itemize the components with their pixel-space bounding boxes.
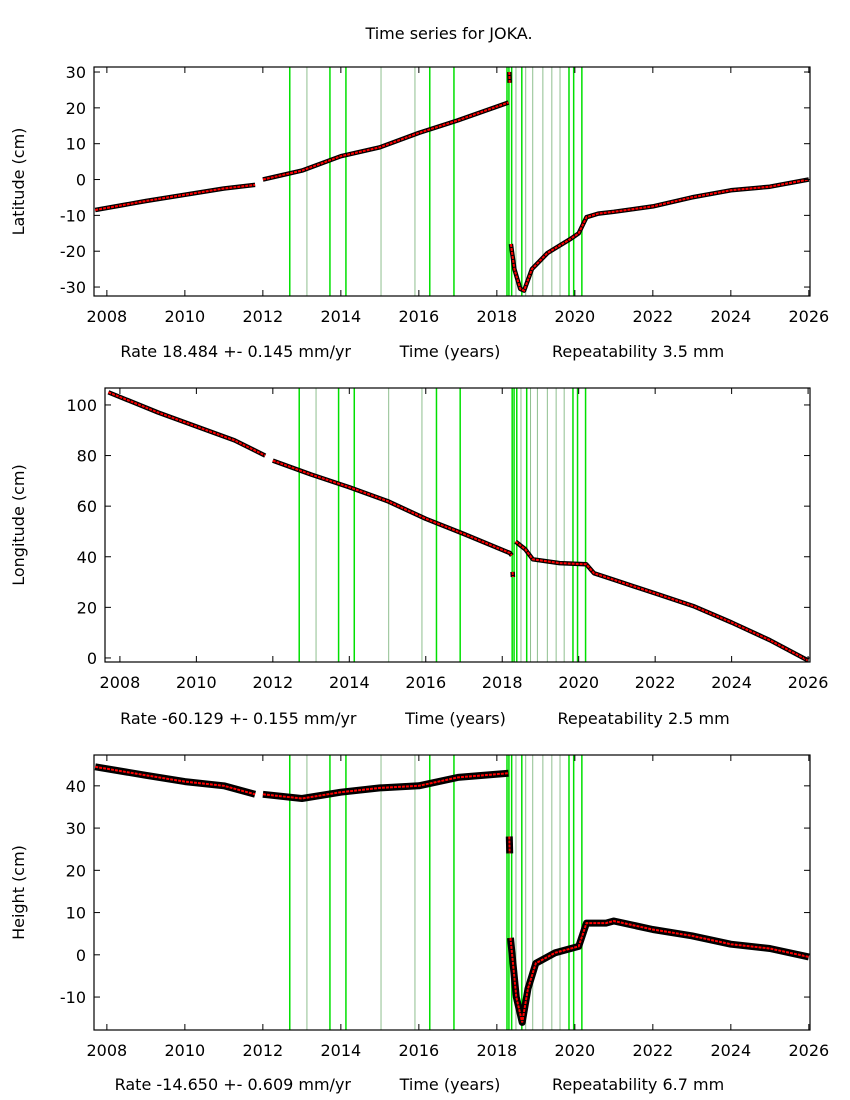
y-tick-label: 40 xyxy=(77,548,97,567)
x-tick-label: 2016 xyxy=(398,1041,439,1060)
y-tick-label: 0 xyxy=(76,946,86,965)
rate-label: Rate -60.129 +- 0.155 mm/yr xyxy=(120,709,357,728)
x-tick-label: 2012 xyxy=(243,1041,284,1060)
plot-frame xyxy=(104,387,811,663)
x-tick-label: 2020 xyxy=(558,673,599,692)
x-tick-label: 2008 xyxy=(87,307,128,326)
y-axis-label: Latitude (cm) xyxy=(9,128,28,236)
y-axis-label: Height (cm) xyxy=(9,845,28,940)
model-series xyxy=(95,765,256,796)
x-tick-label: 2022 xyxy=(635,673,676,692)
x-tick-label: 2012 xyxy=(243,307,284,326)
plot-frame xyxy=(93,754,811,1031)
x-axis-label: Time (years) xyxy=(399,342,501,361)
x-tick-label: 2022 xyxy=(632,307,673,326)
x-tick-label: 2020 xyxy=(554,307,595,326)
y-tick-label: 20 xyxy=(77,598,97,617)
panel-1: 2008 2010 2012 2014 2016 2018 2020 2022 2024 2026… xyxy=(9,387,829,728)
x-tick-label: 2020 xyxy=(554,1041,595,1060)
x-tick-label: 2016 xyxy=(398,307,439,326)
repeatability-label: Repeatability 3.5 mm xyxy=(552,342,724,361)
x-tick-label: 2024 xyxy=(711,673,752,692)
x-tick-label: 2018 xyxy=(476,1041,517,1060)
figure-title: Time series for JOKA. xyxy=(364,24,532,43)
x-tick-label: 2026 xyxy=(788,673,829,692)
x-tick-label: 2012 xyxy=(252,673,293,692)
model-series xyxy=(262,772,509,800)
x-axis-label: Time (years) xyxy=(399,1075,501,1094)
plot-frame xyxy=(93,66,811,297)
y-tick-label: 60 xyxy=(77,497,97,516)
observation-series xyxy=(514,539,810,663)
x-tick-label: 2008 xyxy=(100,673,141,692)
panel-0: 2008 2010 2012 2014 2016 2018 2020 2022 2024 2026… xyxy=(9,63,829,361)
observation-series xyxy=(272,458,514,557)
model-series xyxy=(509,919,810,1023)
y-tick-label: 10 xyxy=(66,135,86,154)
x-tick-label: 2026 xyxy=(788,1041,829,1060)
repeatability-label: Repeatability 6.7 mm xyxy=(552,1075,724,1094)
rate-label: Rate -14.650 +- 0.609 mm/yr xyxy=(115,1075,352,1094)
observation-series xyxy=(508,177,810,293)
x-tick-label: 2024 xyxy=(710,307,751,326)
y-tick-label: 100 xyxy=(66,396,97,415)
x-tick-label: 2026 xyxy=(788,307,829,326)
model-series xyxy=(95,183,256,211)
x-tick-label: 2010 xyxy=(165,307,206,326)
y-tick-label: 0 xyxy=(76,171,86,190)
model-series xyxy=(272,459,513,557)
y-tick-label: 10 xyxy=(66,904,86,923)
y-axis-label: Longitude (cm) xyxy=(9,464,28,586)
model-series xyxy=(108,391,266,457)
x-tick-label: 2014 xyxy=(320,1041,361,1060)
panel-2: 2008 2010 2012 2014 2016 2018 2020 2022 2024 2026… xyxy=(9,754,829,1094)
model-series xyxy=(514,540,809,662)
y-tick-label: 20 xyxy=(66,861,86,880)
x-tick-label: 2018 xyxy=(482,673,523,692)
x-tick-label: 2022 xyxy=(632,1041,673,1060)
x-tick-label: 2024 xyxy=(710,1041,751,1060)
x-tick-label: 2014 xyxy=(329,673,370,692)
y-tick-label: 30 xyxy=(66,63,86,82)
x-tick-label: 2018 xyxy=(476,307,517,326)
repeatability-label: Repeatability 2.5 mm xyxy=(558,709,730,728)
y-tick-label: 30 xyxy=(66,819,86,838)
observation-series xyxy=(507,917,810,1026)
y-tick-label: -10 xyxy=(60,206,86,225)
model-series xyxy=(509,178,809,292)
model-series xyxy=(262,101,509,181)
x-tick-label: 2010 xyxy=(176,673,217,692)
y-tick-label: -20 xyxy=(60,242,86,261)
y-tick-label: 20 xyxy=(66,99,86,118)
y-tick-label: 40 xyxy=(66,777,86,796)
x-tick-label: 2010 xyxy=(165,1041,206,1060)
rate-label: Rate 18.484 +- 0.145 mm/yr xyxy=(120,342,351,361)
y-tick-label: -10 xyxy=(60,988,86,1007)
x-tick-label: 2016 xyxy=(405,673,446,692)
y-tick-label: 80 xyxy=(77,447,97,466)
x-axis-label: Time (years) xyxy=(404,709,506,728)
x-tick-label: 2014 xyxy=(320,307,361,326)
observation-series xyxy=(262,100,510,182)
y-tick-label: -30 xyxy=(60,278,86,297)
x-tick-label: 2008 xyxy=(87,1041,128,1060)
y-tick-label: 0 xyxy=(87,649,97,668)
